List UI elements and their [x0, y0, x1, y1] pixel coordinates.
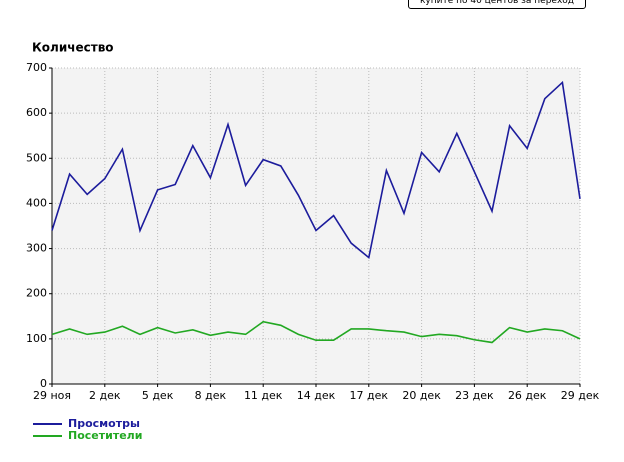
y-tick-label: 300	[26, 242, 47, 255]
x-tick-label: 26 дек	[508, 389, 547, 402]
legend-label: Посетители	[68, 429, 142, 442]
x-tick-label: 14 дек	[297, 389, 336, 402]
x-tick-label: 23 дек	[455, 389, 494, 402]
y-tick-label: 100	[26, 332, 47, 345]
x-tick-label: 29 ноя	[33, 389, 71, 402]
y-tick-label: 200	[26, 287, 47, 300]
x-tick-label: 11 дек	[244, 389, 283, 402]
plot-area	[52, 68, 580, 384]
legend-label: Просмотры	[68, 417, 140, 430]
y-tick-label: 600	[26, 106, 47, 119]
series-line	[51, 320, 581, 344]
y-tick-label: 700	[26, 61, 47, 74]
x-tick-label: 8 дек	[195, 389, 227, 402]
y-tick-label: 0	[40, 377, 47, 390]
series-line	[51, 80, 581, 260]
x-tick-label: 29 дек	[561, 389, 600, 402]
x-tick-label: 5 дек	[142, 389, 174, 402]
y-tick-label: 400	[26, 196, 47, 209]
ad-button[interactable]: купите по 40 центов за переход	[408, 0, 586, 9]
x-tick-label: 20 дек	[402, 389, 441, 402]
y-tick-label: 500	[26, 151, 47, 164]
x-tick-label: 2 дек	[89, 389, 121, 402]
chart-title: Количество	[32, 41, 114, 55]
x-tick-label: 17 дек	[350, 389, 389, 402]
